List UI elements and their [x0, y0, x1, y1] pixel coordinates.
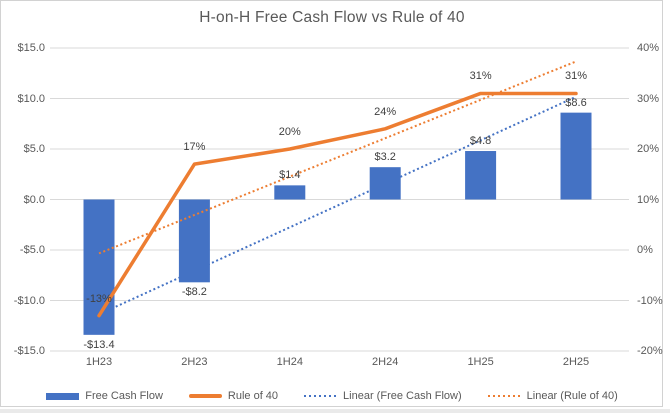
worksheet-edge [0, 409, 670, 413]
legend-label: Linear (Free Cash Flow) [343, 390, 462, 402]
legend-swatch-dotted-line [304, 395, 338, 397]
line-data-label: 24% [374, 105, 397, 118]
axis-tick-label-right: 10% [637, 193, 660, 206]
chart-title: H-on-H Free Cash Flow vs Rule of 40 [199, 9, 465, 26]
bar-data-label: $4.8 [469, 135, 492, 148]
bar-free-cash-flow [560, 112, 592, 200]
axis-tick-label-right: 30% [637, 92, 660, 105]
axis-tick-label-left: $10.0 [17, 92, 45, 105]
axis-tick-label-right: 0% [637, 244, 653, 256]
axis-tick-label-right: -20% [637, 345, 663, 357]
legend-label: Rule of 40 [227, 390, 279, 402]
line-data-label: 17% [183, 141, 206, 154]
legend-label: Free Cash Flow [85, 390, 163, 402]
axis-tick-label-left: -$15.0 [13, 345, 45, 357]
legend: Free Cash Flow Rule of 40 Linear (Free Cas… [0, 387, 664, 405]
bar-data-label: -$8.2 [181, 286, 207, 299]
bar-free-cash-flow [178, 199, 210, 283]
axis-tick-label-left: $15.0 [17, 42, 45, 54]
axis-tick-label-right: -10% [637, 294, 663, 307]
x-axis-label: 1H25 [467, 356, 494, 368]
axis-tick-label-left: $0.0 [23, 193, 45, 206]
line-data-label: 31% [564, 70, 588, 83]
x-axis-label: 2H23 [181, 356, 208, 368]
axis-tick-label-right: 20% [637, 143, 660, 155]
bar-data-label: $8.6 [565, 96, 587, 109]
axis-tick-label-left: $5.0 [23, 143, 45, 155]
line-data-label: 31% [469, 70, 492, 83]
legend-swatch-bar [46, 392, 80, 400]
bar-free-cash-flow [83, 199, 115, 335]
legend-item-free-cash-flow: Free Cash Flow [46, 390, 163, 402]
legend-item-rule-of-40: Rule of 40 [188, 390, 279, 402]
axis-tick-label-right: 40% [637, 42, 660, 54]
trendline-free-cash-flow [98, 95, 577, 316]
x-axis-label: 2H25 [562, 356, 590, 368]
legend-swatch-dotted-line [487, 395, 521, 397]
x-axis-label: 1H24 [276, 356, 303, 368]
bar-data-label: $1.4 [279, 169, 301, 182]
bar-free-cash-flow [369, 167, 401, 200]
legend-label: Linear (Rule of 40) [526, 390, 618, 402]
trendline-rule-of-40 [98, 60, 577, 255]
x-axis-label: 1H23 [85, 356, 113, 368]
bar-data-label: -$13.4 [83, 338, 115, 351]
legend-item-linear-rule-of-40-: Linear (Rule of 40) [487, 390, 618, 402]
bar-data-label: $3.2 [374, 151, 396, 164]
axis-tick-label-left: -$10.0 [13, 294, 45, 307]
legend-item-linear-free-cash-flow-: Linear (Free Cash Flow) [304, 390, 462, 402]
axis-tick-label-left: -$5.0 [19, 244, 45, 256]
legend-swatch-line [188, 394, 222, 398]
line-data-label: -13% [86, 292, 112, 305]
line-data-label: 20% [278, 126, 301, 138]
bar-free-cash-flow [465, 151, 497, 200]
x-axis-label: 2H24 [372, 356, 399, 368]
bar-free-cash-flow [274, 185, 306, 200]
